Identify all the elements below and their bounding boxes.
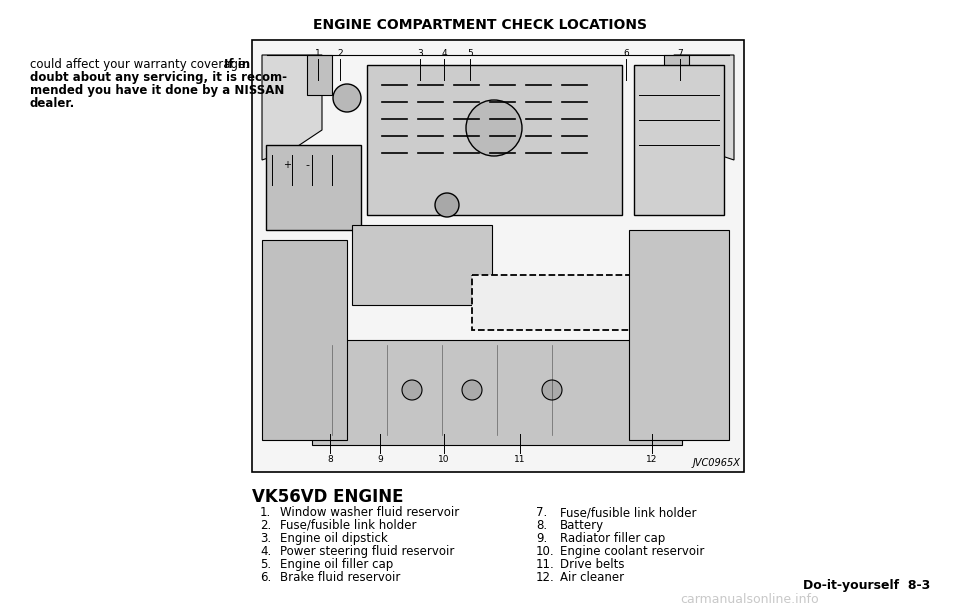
Text: Radiator filler cap: Radiator filler cap [560,532,665,545]
Text: ENGINE COMPARTMENT CHECK LOCATIONS: ENGINE COMPARTMENT CHECK LOCATIONS [313,18,647,32]
Text: 7.: 7. [536,506,547,519]
FancyBboxPatch shape [266,145,361,230]
Text: 5.: 5. [260,558,271,571]
Text: 1: 1 [315,48,321,57]
Text: Window washer fluid reservoir: Window washer fluid reservoir [280,506,459,519]
Text: 11.: 11. [536,558,555,571]
Circle shape [466,100,522,156]
Text: dealer.: dealer. [30,97,75,110]
Text: Engine oil filler cap: Engine oil filler cap [280,558,394,571]
Text: +: + [283,160,291,170]
Text: 4: 4 [442,48,446,57]
Text: 8: 8 [327,455,333,464]
FancyBboxPatch shape [262,240,347,440]
FancyBboxPatch shape [312,340,682,445]
Circle shape [402,380,422,400]
Text: could affect your warranty coverage.: could affect your warranty coverage. [30,58,252,71]
FancyBboxPatch shape [367,65,622,215]
Text: Brake fluid reservoir: Brake fluid reservoir [280,571,400,584]
Text: 12.: 12. [536,571,555,584]
Text: mended you have it done by a NISSAN: mended you have it done by a NISSAN [30,84,284,97]
Polygon shape [674,55,734,160]
Circle shape [542,380,562,400]
Text: 11: 11 [515,455,526,464]
Text: Fuse/fusible link holder: Fuse/fusible link holder [560,506,697,519]
Text: JVC0965X: JVC0965X [692,458,740,468]
FancyBboxPatch shape [629,230,729,440]
Text: 4.: 4. [260,545,272,558]
FancyBboxPatch shape [252,40,744,472]
FancyBboxPatch shape [352,225,492,305]
Text: Fuse/fusible link holder: Fuse/fusible link holder [280,519,417,532]
Text: Power steering fluid reservoir: Power steering fluid reservoir [280,545,454,558]
Text: 2: 2 [337,48,343,57]
Text: Drive belts: Drive belts [560,558,625,571]
Circle shape [435,193,459,217]
Text: carmanualsonline.info: carmanualsonline.info [681,593,819,606]
Polygon shape [262,55,322,160]
Text: -: - [305,160,309,170]
Text: 10: 10 [439,455,449,464]
Text: VK56VD ENGINE: VK56VD ENGINE [252,488,403,506]
Polygon shape [307,55,332,95]
Text: 1.: 1. [260,506,272,519]
Text: Battery: Battery [560,519,604,532]
Text: 6: 6 [623,48,629,57]
Text: 12: 12 [646,455,658,464]
Text: 3.: 3. [260,532,271,545]
Text: 5: 5 [468,48,473,57]
Polygon shape [664,55,689,95]
Text: 8.: 8. [536,519,547,532]
FancyBboxPatch shape [472,275,647,330]
Text: Do-it-yourself  8-3: Do-it-yourself 8-3 [803,579,930,592]
FancyBboxPatch shape [634,65,724,215]
Text: Engine oil dipstick: Engine oil dipstick [280,532,388,545]
Text: 3: 3 [418,48,422,57]
Text: 9.: 9. [536,532,547,545]
Text: Engine coolant reservoir: Engine coolant reservoir [560,545,705,558]
Text: 9: 9 [377,455,383,464]
Text: Air cleaner: Air cleaner [560,571,624,584]
Circle shape [462,380,482,400]
Text: 10.: 10. [536,545,555,558]
Text: 7: 7 [677,48,683,57]
Circle shape [333,84,361,112]
Text: 6.: 6. [260,571,272,584]
Text: If in: If in [224,58,251,71]
Text: doubt about any servicing, it is recom-: doubt about any servicing, it is recom- [30,71,287,84]
Text: 2.: 2. [260,519,272,532]
